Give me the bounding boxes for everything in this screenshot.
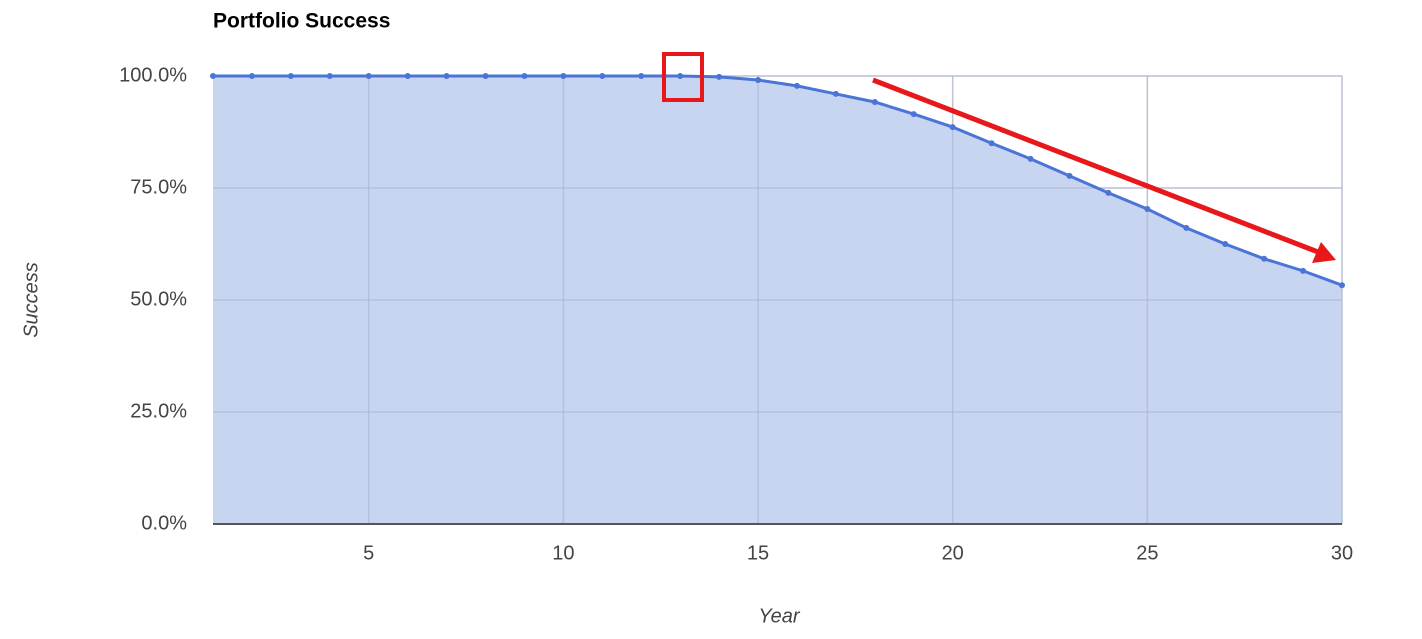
x-tick-label: 30: [1331, 542, 1353, 564]
y-tick-label: 0.0%: [141, 512, 187, 534]
point: [599, 73, 606, 79]
x-tick-label: 25: [1136, 542, 1158, 564]
point: [793, 82, 800, 89]
arrow-head: [1312, 242, 1336, 263]
y-axis-label: Success: [20, 262, 42, 338]
point: [1066, 172, 1073, 179]
point: [910, 111, 917, 118]
trend-arrow: [872, 77, 1319, 255]
point: [677, 73, 684, 79]
point: [1261, 255, 1268, 262]
point: [248, 73, 255, 79]
point: [1027, 155, 1034, 162]
x-tick-label: 5: [363, 542, 374, 564]
annotations: [662, 52, 1336, 263]
point: [716, 73, 723, 80]
point: [443, 73, 450, 79]
point: [1222, 241, 1229, 247]
y-tick-label: 50.0%: [130, 288, 187, 310]
point: [365, 73, 372, 79]
point: [1300, 267, 1307, 274]
point: [326, 73, 333, 79]
y-tick-label: 25.0%: [130, 400, 187, 422]
plot-area: 0.0% 25.0% 50.0% 75.0% 100.0% 5 10 15 20 25 30: [119, 64, 1353, 564]
y-tick-label: 75.0%: [130, 176, 187, 198]
point: [1105, 189, 1112, 196]
point: [988, 140, 995, 147]
point: [1144, 206, 1151, 213]
point: [1183, 224, 1190, 231]
point: [521, 73, 528, 79]
point: [287, 73, 294, 79]
point: [1339, 282, 1345, 289]
point: [871, 98, 878, 105]
point: [949, 124, 956, 131]
line: [213, 74, 1343, 287]
chart-title: Portfolio Success: [213, 10, 390, 33]
point: [560, 73, 567, 79]
x-tick-label: 10: [552, 542, 574, 564]
y-tick-label: 100.0%: [119, 64, 187, 86]
highlight-box: [662, 52, 704, 102]
point: [755, 77, 762, 84]
x-tick-label: 15: [747, 542, 769, 564]
point: [832, 90, 839, 97]
x-axis-label: Year: [758, 605, 800, 627]
point: [210, 73, 216, 79]
point: [482, 73, 489, 79]
x-tick-label: 20: [942, 542, 964, 564]
point: [404, 73, 411, 79]
point: [638, 73, 645, 79]
